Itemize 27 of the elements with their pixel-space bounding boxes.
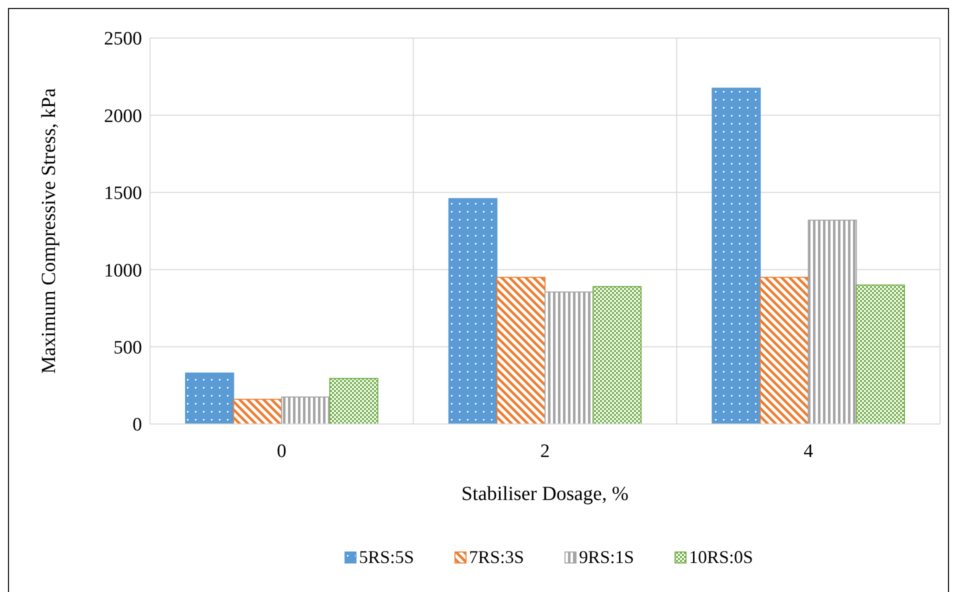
bar — [808, 220, 857, 424]
bar — [281, 396, 330, 424]
legend-label: 9RS:1S — [579, 547, 634, 567]
x-tick-label: 2 — [540, 441, 550, 462]
bar — [856, 284, 905, 424]
x-tick-label: 0 — [276, 441, 286, 462]
y-tick-label: 1500 — [104, 183, 142, 204]
legend-label: 7RS:3S — [469, 547, 524, 567]
x-axis-title: Stabiliser Dosage, % — [461, 483, 629, 505]
legend-label: 5RS:5S — [359, 547, 414, 567]
bar — [448, 198, 498, 424]
y-tick-label: 1000 — [104, 260, 142, 282]
bar — [712, 88, 761, 424]
bar — [329, 378, 378, 424]
bar — [544, 291, 594, 424]
bar — [760, 276, 809, 424]
x-tick-label: 4 — [804, 441, 814, 462]
y-tick-label: 0 — [132, 414, 142, 436]
y-tick-label: 2500 — [104, 28, 142, 50]
y-tick-label: 500 — [114, 337, 142, 358]
bar — [592, 286, 642, 424]
bar — [233, 398, 282, 424]
bar — [496, 276, 546, 424]
y-axis-title: Maximum Compressive Stress, kPa — [38, 88, 60, 374]
bar — [185, 372, 234, 424]
legend-label: 10RS:0S — [689, 547, 754, 567]
y-tick-label: 2000 — [104, 106, 142, 127]
